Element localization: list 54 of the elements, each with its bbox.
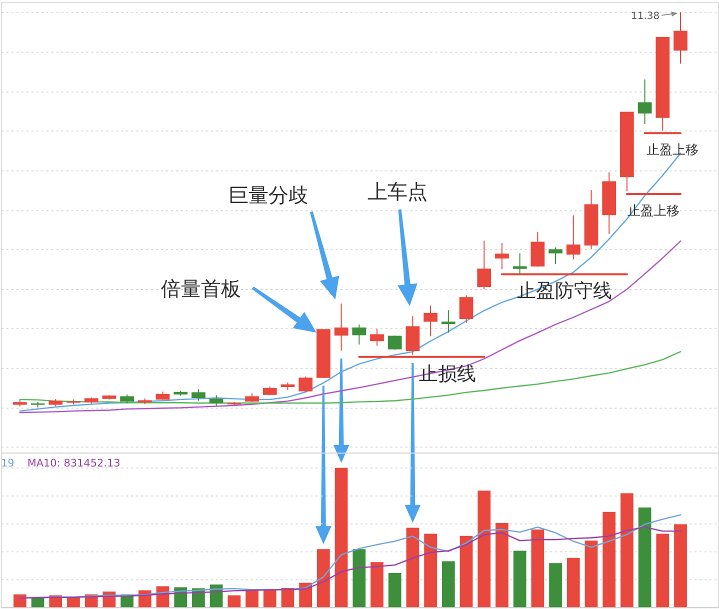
bar [620,493,634,608]
candlestick [424,304,438,337]
candlestick [566,214,580,260]
candlestick [209,394,224,407]
bar [424,534,437,608]
candlestick [530,231,545,268]
annotation: 倍量首板 [160,276,241,301]
series-label: 止盈上移 [646,143,699,158]
annotation: 19 [0,458,14,470]
bar [584,540,598,608]
candlestick [638,78,652,125]
candlestick [477,240,492,290]
bar [460,536,473,608]
bar [531,529,544,608]
bar [513,550,526,608]
bar [406,528,420,608]
bar [496,523,508,608]
bar [638,507,652,608]
bar [478,490,491,608]
annotation: 上车点 [368,179,428,204]
bar [442,561,455,608]
bar [317,549,330,608]
candlestick [441,310,456,334]
candlestick [459,294,474,324]
candlestick [548,246,562,264]
bar [602,512,616,608]
bar [674,524,687,608]
bar [67,597,80,608]
candlestick [388,335,402,350]
bar [299,582,312,608]
candlestick [192,388,206,402]
bar [263,590,276,608]
candlestick [298,376,313,392]
bar [388,573,402,608]
annotation: 巨量分歧 [228,182,308,207]
bar [246,590,258,608]
annotation: 11.38 [631,11,660,22]
bar [228,595,241,608]
annotation: MA10: 831452.13 [27,458,120,470]
candlestick [352,324,366,346]
bar [549,563,562,608]
candlestick [334,302,348,352]
bar [352,549,366,608]
bar [370,562,384,608]
bar [656,534,670,608]
candlestick [512,252,527,275]
bar [13,594,26,608]
bar [566,558,580,608]
bar [334,468,348,608]
candlestick [495,242,509,270]
candlestick [674,12,688,64]
candlestick [370,328,384,346]
bar [31,598,44,608]
candlestick [120,394,134,404]
